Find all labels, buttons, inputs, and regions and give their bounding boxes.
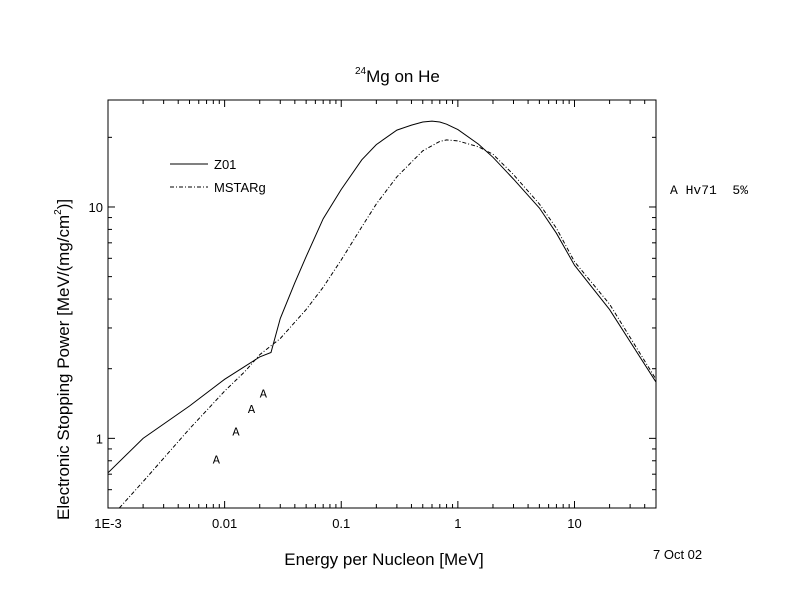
marker-a: A: [213, 453, 221, 467]
marker-a: A: [248, 403, 256, 417]
y-tick-label: 10: [89, 200, 103, 215]
legend-label-mstarg: MSTARg: [214, 180, 266, 195]
chart-title: 24Mg on He: [355, 66, 440, 86]
x-tick-label: 10: [567, 516, 581, 531]
series-lines: [108, 120, 656, 508]
y-axis-label: Electronic Stopping Power [MeV/(mg/cm2)]: [53, 199, 73, 520]
right-note: A Hv71 5%: [670, 183, 748, 198]
marker-a: A: [260, 387, 268, 401]
y-axis-label-suffix: )]: [54, 199, 73, 209]
y-tick-label: 1: [96, 431, 103, 446]
x-tick-label: 0.01: [212, 516, 237, 531]
x-tick-label: 0.1: [332, 516, 350, 531]
x-tick-label: 1: [454, 516, 461, 531]
date-stamp: 7 Oct 02: [653, 547, 702, 562]
legend: Z01 MSTARg: [170, 157, 266, 195]
x-axis-label: Energy per Nucleon [MeV]: [284, 550, 483, 569]
axis-ticks: 1E-3 0.01 0.1 1 10 1 10: [89, 100, 657, 531]
y-axis-label-superscript: 2: [53, 209, 64, 215]
y-axis-label-main: Electronic Stopping Power [MeV/(mg/cm: [54, 215, 73, 520]
title-main: Mg on He: [366, 67, 440, 86]
title-superscript: 24: [355, 66, 367, 77]
marker-a: A: [232, 426, 240, 440]
x-tick-label: 1E-3: [94, 516, 121, 531]
legend-label-z01: Z01: [214, 157, 236, 172]
plot-frame: [107, 99, 657, 509]
series-line-z01: [108, 120, 656, 474]
series-line-mstarg: [118, 139, 656, 508]
